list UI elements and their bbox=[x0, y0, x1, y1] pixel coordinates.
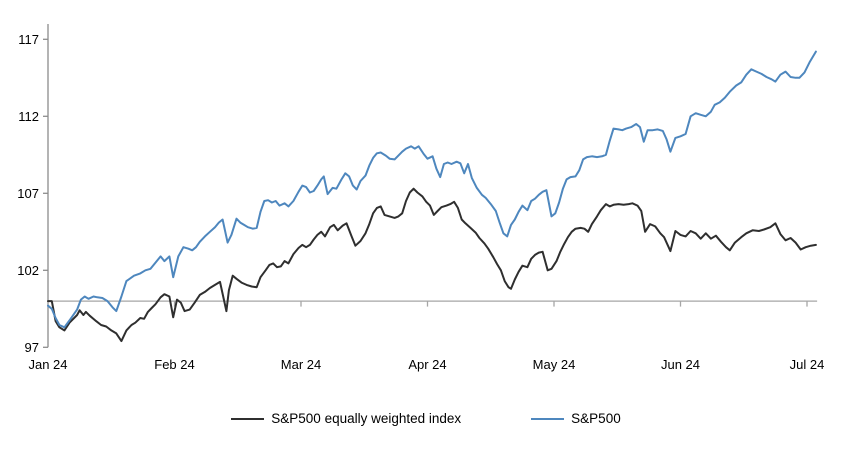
x-tick-label: Jul 24 bbox=[790, 357, 825, 372]
x-tick-label: May 24 bbox=[533, 357, 576, 372]
series-line-sp500-equal-weight bbox=[47, 187, 817, 343]
x-tick-label: Feb 24 bbox=[154, 357, 194, 372]
x-tick-label: Apr 24 bbox=[408, 357, 446, 372]
y-tick-label: 107 bbox=[17, 186, 39, 201]
chart-legend: S&P500 equally weighted index S&P500 bbox=[0, 411, 852, 426]
series-line-sp500 bbox=[47, 50, 817, 329]
legend-line-swatch-black bbox=[231, 417, 265, 420]
x-tick-label: Mar 24 bbox=[281, 357, 321, 372]
y-tick-label: 112 bbox=[18, 109, 39, 124]
y-tick-label: 97 bbox=[25, 340, 39, 355]
legend-item-sp500-equal-weight: S&P500 equally weighted index bbox=[231, 411, 461, 426]
legend-label-sp500: S&P500 bbox=[571, 411, 621, 426]
legend-label-sp500-equal-weight: S&P500 equally weighted index bbox=[271, 411, 462, 426]
legend-item-sp500: S&P500 bbox=[531, 411, 621, 426]
x-tick-label: Jan 24 bbox=[28, 357, 67, 372]
x-tick-label: Jun 24 bbox=[661, 357, 700, 372]
y-tick-label: 102 bbox=[17, 263, 39, 278]
y-tick-label: 117 bbox=[18, 32, 39, 47]
legend-line-swatch-blue bbox=[531, 417, 565, 420]
